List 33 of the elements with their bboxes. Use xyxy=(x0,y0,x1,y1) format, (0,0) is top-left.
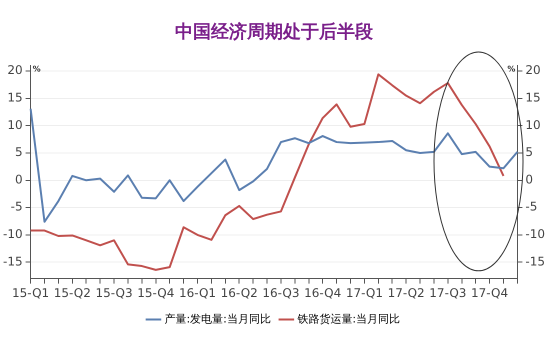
x-tick-label: 16-Q4 xyxy=(304,286,342,300)
y-tick-label: -5 xyxy=(10,200,23,214)
y2-tick-label: 15 xyxy=(525,90,541,104)
y-tick-label: 5 xyxy=(14,145,23,160)
x-tick-label: 15-Q3 xyxy=(95,286,133,300)
y-tick-label: -10 xyxy=(2,227,23,242)
x-tick-label: 16-Q3 xyxy=(262,286,300,300)
y-tick-label: 20 xyxy=(7,63,23,78)
y2-tick-label: -5 xyxy=(525,200,538,214)
y-axis-title: % xyxy=(32,64,41,74)
y2-tick-label: -10 xyxy=(525,227,546,242)
x-tick-label: 17-Q4 xyxy=(471,286,508,300)
y2-tick-label: -15 xyxy=(525,254,546,268)
legend-label: 铁路货运量:当月同比 xyxy=(296,312,400,326)
x-tick-label: 15-Q4 xyxy=(137,286,174,300)
x-tick-label: 15-Q1 xyxy=(12,286,50,300)
y2-tick-label: 5 xyxy=(525,145,534,160)
y2-tick-label: 10 xyxy=(525,118,541,132)
y-tick-label: 15 xyxy=(7,90,23,104)
x-tick-label: 16-Q2 xyxy=(220,286,258,300)
chart-title: 中国经济周期处于后半段 xyxy=(175,21,374,42)
legend-label: 产量:发电量:当月同比 xyxy=(164,312,271,326)
y-tick-label: 0 xyxy=(14,172,23,186)
y2-tick-label: 0 xyxy=(525,172,534,186)
y-tick-label: 10 xyxy=(7,118,23,132)
x-tick-label: 15-Q2 xyxy=(54,286,91,300)
y2-axis-title: % xyxy=(507,64,516,74)
x-tick-label: 17-Q3 xyxy=(429,286,466,300)
x-tick-label: 16-Q1 xyxy=(178,286,216,300)
y2-tick-label: 20 xyxy=(525,63,541,78)
x-tick-label: 17-Q1 xyxy=(346,286,383,300)
y-tick-label: -15 xyxy=(2,254,23,268)
x-tick-label: 17-Q2 xyxy=(388,286,425,300)
